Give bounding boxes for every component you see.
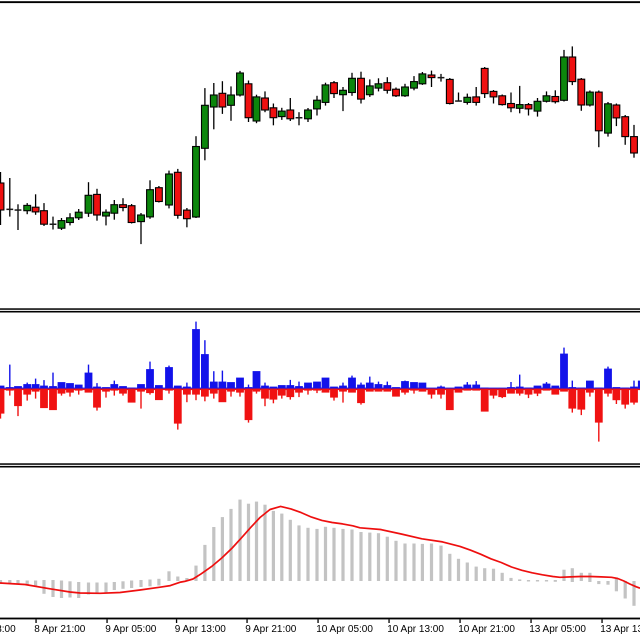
svg-text:9 Apr 21:00: 9 Apr 21:00 <box>245 624 297 635</box>
svg-text:8 Apr 21:00: 8 Apr 21:00 <box>34 624 86 635</box>
svg-text:9 Apr 05:00: 9 Apr 05:00 <box>105 624 157 635</box>
svg-text:8 Apr 13:00: 8 Apr 13:00 <box>0 624 16 635</box>
svg-text:13 Apr 13:00: 13 Apr 13:00 <box>600 624 640 635</box>
svg-text:13 Apr 05:00: 13 Apr 05:00 <box>529 624 586 635</box>
svg-text:9 Apr 13:00: 9 Apr 13:00 <box>175 624 227 635</box>
svg-text:10 Apr 13:00: 10 Apr 13:00 <box>387 624 444 635</box>
svg-text:10 Apr 21:00: 10 Apr 21:00 <box>458 624 515 635</box>
svg-text:10 Apr 05:00: 10 Apr 05:00 <box>316 624 373 635</box>
